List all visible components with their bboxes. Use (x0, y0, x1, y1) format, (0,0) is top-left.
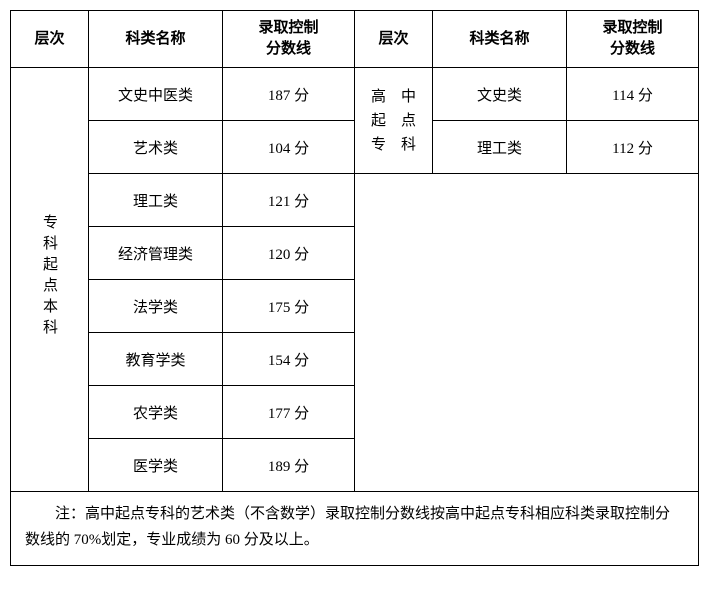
header-level-left: 层次 (11, 11, 89, 68)
left-score-cell: 121 分 (223, 174, 355, 227)
note-row: 注：高中起点专科的艺术类（不含数学）录取控制分数线按高中起点专科相应科类录取控制… (11, 492, 699, 566)
left-category-cell: 理工类 (89, 174, 223, 227)
header-score-left: 录取控制分数线 (223, 11, 355, 68)
header-score-right-text: 录取控制分数线 (602, 20, 662, 57)
note-cell: 注：高中起点专科的艺术类（不含数学）录取控制分数线按高中起点专科相应科类录取控制… (11, 492, 699, 566)
header-category-left: 科类名称 (89, 11, 223, 68)
left-category-cell: 文史中医类 (89, 68, 223, 121)
score-table: 层次 科类名称 录取控制分数线 层次 科类名称 录取控制分数线 专科起点本科 文… (10, 10, 699, 566)
left-level-label: 专科起点本科 (39, 214, 60, 340)
right-category-cell: 文史类 (433, 68, 567, 121)
left-score-cell: 120 分 (223, 227, 355, 280)
right-score-cell: 114 分 (567, 68, 699, 121)
left-score-cell: 187 分 (223, 68, 355, 121)
left-category-cell: 经济管理类 (89, 227, 223, 280)
header-level-right: 层次 (355, 11, 433, 68)
right-level-cell: 高 中 起 点 专 科 (355, 68, 433, 174)
left-category-cell: 法学类 (89, 280, 223, 333)
right-score-cell: 112 分 (567, 121, 699, 174)
left-score-cell: 104 分 (223, 121, 355, 174)
left-score-cell: 154 分 (223, 333, 355, 386)
header-score-right: 录取控制分数线 (567, 11, 699, 68)
left-score-cell: 175 分 (223, 280, 355, 333)
empty-area (355, 174, 699, 492)
left-score-cell: 189 分 (223, 439, 355, 492)
left-score-cell: 177 分 (223, 386, 355, 439)
table-header-row: 层次 科类名称 录取控制分数线 层次 科类名称 录取控制分数线 (11, 11, 699, 68)
table-row: 专科起点本科 文史中医类 187 分 高 中 起 点 专 科 文史类 114 分 (11, 68, 699, 121)
header-category-right: 科类名称 (433, 11, 567, 68)
right-category-cell: 理工类 (433, 121, 567, 174)
left-category-cell: 医学类 (89, 439, 223, 492)
table-row: 理工类 121 分 (11, 174, 699, 227)
left-category-cell: 教育学类 (89, 333, 223, 386)
left-category-cell: 农学类 (89, 386, 223, 439)
right-level-label: 高 中 起 点 专 科 (355, 81, 432, 161)
left-level-cell: 专科起点本科 (11, 68, 89, 492)
header-score-left-text: 录取控制分数线 (258, 20, 318, 57)
left-category-cell: 艺术类 (89, 121, 223, 174)
